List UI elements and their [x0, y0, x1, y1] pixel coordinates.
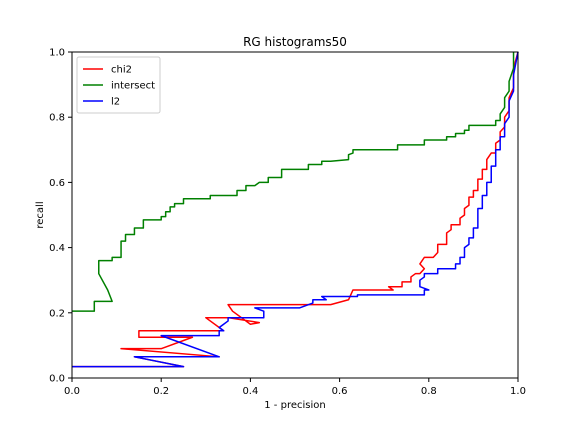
y-tick-label: 0.6	[49, 178, 65, 189]
legend-box	[76, 56, 161, 114]
legend: chi2 intersect l2	[76, 56, 161, 114]
y-tick-label: 1.0	[49, 48, 65, 59]
legend-label-chi2: chi2	[111, 65, 132, 76]
series-layer	[72, 51, 519, 368]
y-tick-label: 0.4	[49, 243, 65, 254]
y-tick-label: 0.2	[49, 308, 65, 319]
y-tick-label: 0.8	[49, 113, 65, 124]
plot-frame	[71, 51, 519, 379]
series-line-chi2	[72, 51, 519, 368]
y-axis-ticks: 0.0 0.2 0.4 0.6 0.8 1.0	[49, 48, 72, 385]
x-tick-label: 0.6	[332, 386, 348, 397]
x-tick-label: 0.0	[64, 386, 80, 397]
x-tick-label: 0.8	[421, 386, 437, 397]
y-axis-label: recall	[35, 201, 46, 228]
series-line-intersect	[72, 52, 515, 312]
x-tick-label: 1.0	[510, 386, 526, 397]
x-tick-label: 0.4	[242, 386, 258, 397]
x-axis-ticks: 0.0 0.2 0.4 0.6 0.8 1.0	[64, 378, 526, 397]
x-tick-label: 0.2	[153, 386, 169, 397]
legend-label-l2: l2	[111, 97, 120, 108]
series-line-l2	[72, 51, 519, 368]
y-tick-label: 0.0	[49, 374, 65, 385]
legend-label-intersect: intersect	[111, 81, 155, 92]
chart-title: RG histograms50	[243, 35, 347, 49]
x-axis-label: 1 - precision	[264, 400, 325, 411]
